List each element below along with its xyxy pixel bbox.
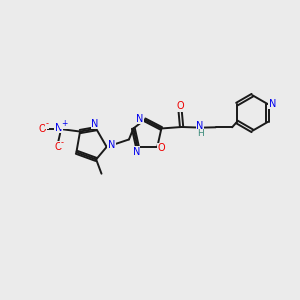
Text: H: H [196, 129, 203, 138]
Text: N: N [136, 114, 144, 124]
Text: N: N [55, 123, 62, 133]
Text: N: N [196, 121, 204, 130]
Text: N: N [133, 147, 140, 157]
Text: N: N [268, 98, 276, 109]
Text: +: + [61, 119, 67, 128]
Text: N: N [91, 118, 99, 129]
Text: -: - [61, 138, 64, 147]
Text: O: O [158, 143, 165, 153]
Text: O: O [54, 142, 62, 152]
Text: N: N [108, 140, 115, 149]
Text: O: O [39, 124, 46, 134]
Text: -: - [46, 120, 49, 129]
Text: O: O [176, 101, 184, 111]
